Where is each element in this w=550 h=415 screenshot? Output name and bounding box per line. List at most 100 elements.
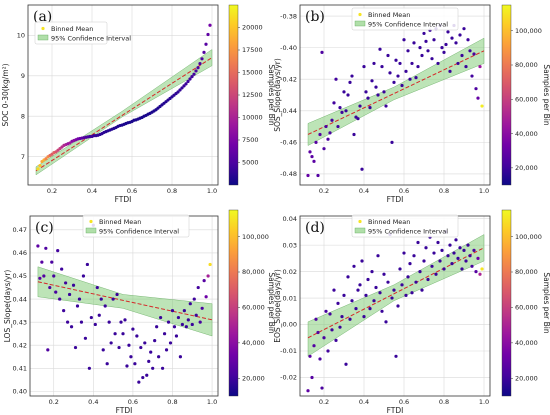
colorbar-tick-label: 15000 — [242, 69, 263, 77]
data-point — [54, 290, 58, 294]
x-tick-label: 0.4 — [88, 398, 98, 406]
data-point — [206, 274, 210, 278]
data-point — [480, 267, 484, 271]
data-point — [322, 336, 326, 340]
data-point — [129, 355, 133, 359]
data-point — [346, 93, 350, 97]
data-point — [324, 124, 328, 129]
data-point — [384, 104, 388, 108]
chart-panel-b: 0.2 0.4 0.6 0.8 1.0 -0.48 -0.46 -0.44 -0.42 -0.40… — [273, 4, 550, 204]
data-point — [194, 313, 198, 317]
data-point — [348, 317, 352, 321]
data-point — [430, 264, 434, 268]
data-point — [178, 355, 182, 359]
colorbar-tick-label: 20,000 — [242, 374, 265, 382]
x-tick-label: 0.8 — [167, 187, 177, 195]
data-point — [326, 137, 330, 141]
data-point — [36, 167, 40, 171]
data-point — [342, 293, 346, 298]
data-point — [190, 322, 194, 327]
data-point — [412, 254, 416, 258]
data-point — [46, 348, 50, 352]
data-point — [442, 267, 446, 271]
data-point — [79, 320, 84, 324]
legend-swatch-ci — [354, 227, 366, 234]
data-point — [206, 32, 210, 37]
legend-swatch-ci — [354, 20, 366, 27]
colorbar-tick-label: 60,000 — [515, 95, 538, 103]
colorbar-scale — [228, 4, 239, 186]
data-point — [318, 132, 322, 137]
data-point — [141, 375, 145, 380]
y-tick-label: -0.02 — [280, 374, 297, 382]
data-point — [442, 50, 446, 54]
data-point — [454, 238, 458, 242]
data-point — [123, 318, 127, 322]
data-point — [360, 167, 364, 171]
data-point — [468, 254, 472, 258]
data-point — [182, 84, 186, 88]
x-tick-label: 0.4 — [359, 187, 369, 195]
data-point — [208, 23, 212, 27]
data-point — [346, 275, 350, 279]
colorbar-tick-label: 40,000 — [515, 339, 538, 347]
data-point — [164, 348, 169, 352]
confidence-band — [307, 234, 485, 357]
x-tick-label: 1.0 — [207, 398, 217, 406]
data-point — [81, 274, 86, 278]
data-point — [430, 57, 434, 61]
fit-line — [35, 57, 213, 172]
y-tick-label: 0.40 — [13, 388, 27, 396]
colorbar-tick-label: 60,000 — [515, 304, 538, 312]
y-tick-label: -0.40 — [280, 44, 297, 52]
data-point — [95, 285, 99, 290]
data-point — [160, 366, 165, 370]
data-point — [202, 279, 206, 283]
data-point — [198, 62, 202, 66]
data-point — [326, 349, 330, 353]
x-axis-label: FTDI — [387, 406, 404, 415]
colorbar: 5000 7500 10000 12500 15000 17500 20000 Samples… — [228, 4, 276, 186]
data-point — [372, 61, 376, 66]
data-point — [204, 42, 208, 46]
data-point — [352, 264, 356, 268]
data-point — [115, 292, 119, 297]
data-point — [153, 339, 157, 343]
data-point — [382, 90, 386, 94]
data-point — [328, 312, 332, 316]
data-point — [196, 285, 200, 290]
data-point — [111, 297, 115, 301]
y-tick-label: 10 — [17, 32, 25, 40]
data-point — [162, 332, 167, 336]
x-tick-label: 1.0 — [479, 187, 489, 195]
data-point — [60, 267, 64, 271]
y-tick-label: 8 — [21, 112, 25, 120]
x-tick-label: 0.2 — [47, 187, 57, 195]
legend-label-ci: 95% Confidence Interval — [51, 35, 131, 43]
colorbar-tick-label: 80,000 — [515, 61, 538, 69]
x-tick-label: 0.6 — [399, 398, 409, 406]
data-point — [418, 269, 422, 274]
data-point — [476, 96, 480, 100]
data-point — [38, 163, 42, 168]
y-tick-label: 0.00 — [283, 321, 297, 329]
data-point — [312, 159, 316, 163]
data-point — [458, 33, 462, 37]
data-point — [67, 292, 72, 297]
data-point — [418, 46, 422, 50]
x-tick-label: 0.6 — [127, 187, 137, 195]
colorbar-label: Samples per Bin — [267, 272, 276, 333]
y-tick-label: -0.44 — [280, 107, 297, 115]
data-point — [318, 357, 322, 361]
data-point — [392, 80, 396, 84]
data-point — [378, 291, 382, 295]
y-tick-label: 9 — [21, 72, 25, 80]
legend-swatch-ci — [85, 227, 97, 234]
data-point — [356, 288, 360, 292]
legend-swatch-ci — [37, 34, 49, 41]
data-point — [338, 106, 342, 110]
data-point — [71, 283, 76, 287]
data-point — [306, 389, 310, 393]
y-tick-label: 0.45 — [13, 272, 27, 280]
data-point — [390, 140, 394, 144]
